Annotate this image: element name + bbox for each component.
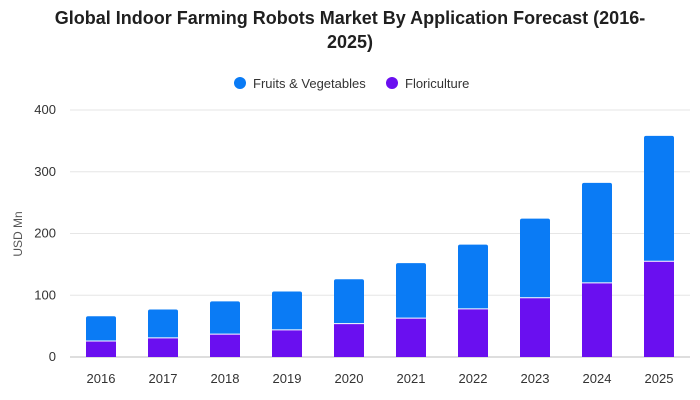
bar-segment-fruits-vegetables-2024 (582, 182, 612, 283)
x-tick-label: 2016 (87, 371, 116, 386)
bar-segment-floriculture-2016 (86, 340, 116, 357)
chart-title-line-2: 2025) (327, 32, 373, 52)
bar-group-2022 (458, 244, 488, 357)
legend-item-fruits-vegetables[interactable]: Fruits & Vegetables (234, 76, 366, 91)
y-tick-label: 300 (34, 164, 56, 179)
bar-segment-floriculture-2022 (458, 308, 488, 357)
x-tick-label: 2018 (211, 371, 240, 386)
legend-swatch (234, 77, 246, 89)
x-tick-label: 2024 (583, 371, 612, 386)
bar-segment-floriculture-2023 (520, 297, 550, 357)
bar-segment-fruits-vegetables-2021 (396, 263, 426, 319)
bar-group-2021 (396, 263, 426, 357)
y-axis-label: USD Mn (11, 211, 25, 256)
bar-segment-fruits-vegetables-2017 (148, 309, 178, 338)
bar-segment-floriculture-2020 (334, 323, 364, 357)
x-axis-ticks: 2016 2017 2018 2019 2020 2021 2022 2023 2024 2025 (87, 371, 674, 386)
y-tick-label: 200 (34, 226, 56, 241)
y-tick-label: 100 (34, 287, 56, 302)
bar-group-2017 (148, 309, 178, 357)
bar-segment-fruits-vegetables-2025 (644, 135, 674, 262)
bar-segment-fruits-vegetables-2018 (210, 301, 240, 335)
bar-segment-fruits-vegetables-2016 (86, 316, 116, 341)
bar-segment-fruits-vegetables-2020 (334, 279, 364, 324)
chart-title-line-1: Global Indoor Farming Robots Market By A… (55, 8, 645, 28)
legend-label: Floriculture (405, 76, 469, 91)
bar-segment-floriculture-2019 (272, 329, 302, 357)
x-tick-label: 2020 (335, 371, 364, 386)
x-tick-label: 2017 (149, 371, 178, 386)
bar-segment-floriculture-2024 (582, 282, 612, 357)
legend-label: Fruits & Vegetables (253, 76, 366, 91)
x-tick-label: 2021 (397, 371, 426, 386)
legend: Fruits & Vegetables Floriculture (234, 76, 469, 91)
x-tick-label: 2023 (521, 371, 550, 386)
bar-segment-floriculture-2025 (644, 261, 674, 357)
y-tick-label: 400 (34, 102, 56, 117)
bar-segment-fruits-vegetables-2022 (458, 244, 488, 309)
x-tick-label: 2025 (645, 371, 674, 386)
x-tick-label: 2022 (459, 371, 488, 386)
bar-segment-floriculture-2018 (210, 334, 240, 357)
bar-group-2024 (582, 182, 612, 357)
bar-group-2020 (334, 279, 364, 357)
bar-group-2025 (644, 135, 674, 357)
bar-segment-fruits-vegetables-2023 (520, 218, 550, 298)
x-tick-label: 2019 (273, 371, 302, 386)
y-tick-label: 0 (49, 349, 56, 364)
bar-group-2023 (520, 218, 550, 357)
bars (86, 135, 674, 357)
y-axis-ticks: 0 100 200 300 400 (34, 102, 56, 364)
bar-group-2019 (272, 291, 302, 357)
bar-group-2018 (210, 301, 240, 357)
bar-segment-floriculture-2021 (396, 318, 426, 357)
bar-segment-fruits-vegetables-2019 (272, 291, 302, 330)
legend-swatch (386, 77, 398, 89)
legend-item-floriculture[interactable]: Floriculture (386, 76, 469, 91)
bar-group-2016 (86, 316, 116, 357)
bar-segment-floriculture-2017 (148, 337, 178, 357)
